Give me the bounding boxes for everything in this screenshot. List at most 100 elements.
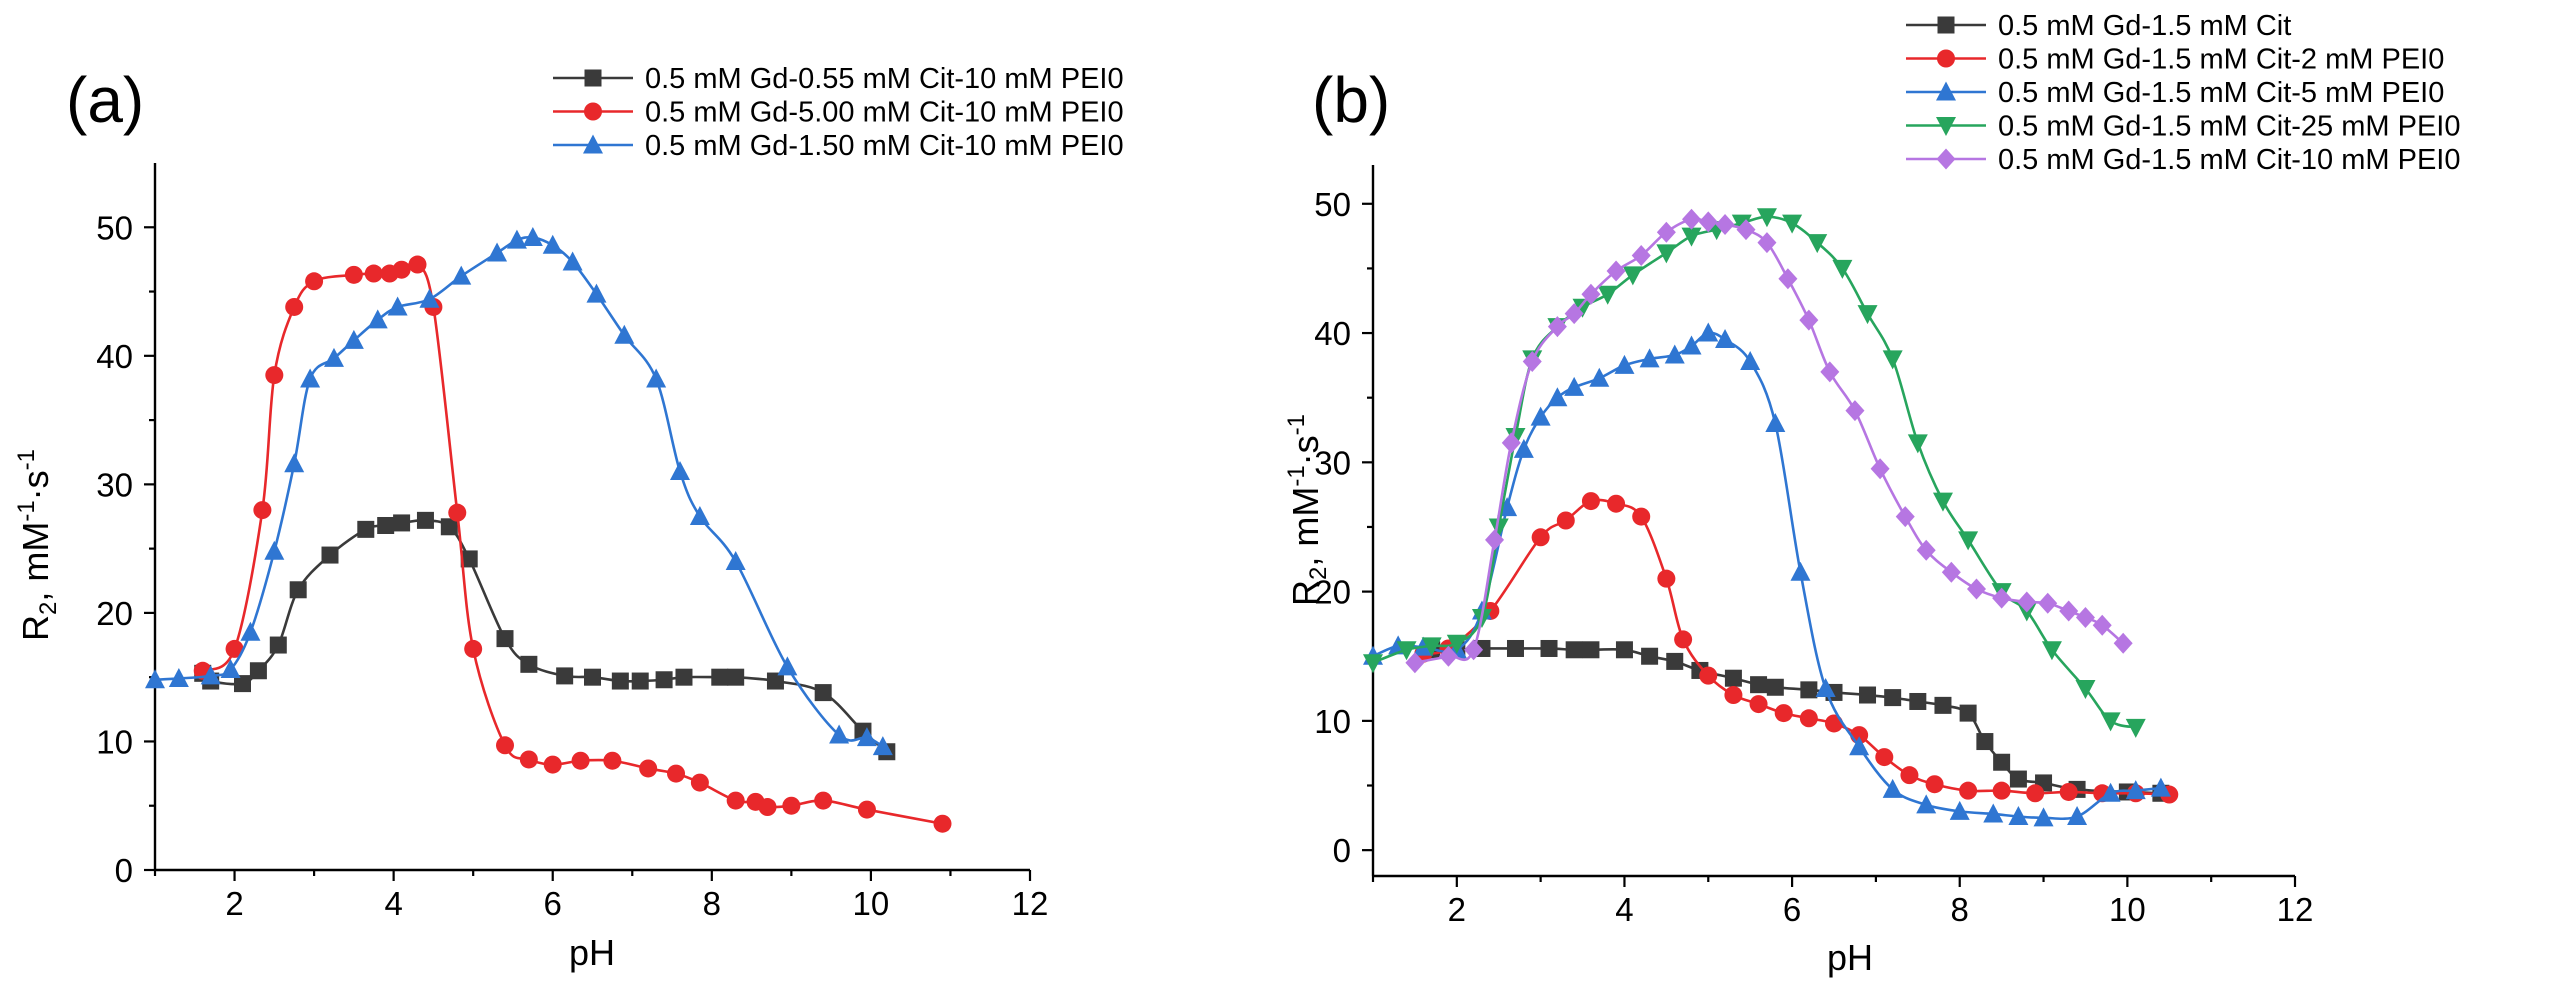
series-3 (1363, 322, 2171, 827)
data-point (1681, 227, 1702, 247)
y-label-unit: , mM (15, 522, 56, 602)
data-point (1724, 669, 1742, 687)
legend-marker (1936, 117, 1956, 136)
data-point (321, 546, 339, 564)
legend-label: 0.5 mM Gd-5.00 mM Cit-10 mM PEI0 (645, 97, 1124, 129)
legend-item: 0.5 mM Gd-1.5 mM Cit (1906, 10, 2291, 42)
data-point (1597, 285, 1618, 305)
x-tick-label: 8 (703, 885, 721, 922)
data-point (1540, 639, 1558, 657)
data-point (1632, 507, 1651, 526)
data-point (933, 814, 952, 833)
data-point (1799, 309, 1819, 331)
data-point (1631, 244, 1651, 266)
data-point (1778, 268, 1798, 290)
data-point (225, 639, 244, 658)
legend-label: 0.5 mM Gd-1.5 mM Cit-10 mM PEI0 (1998, 144, 2461, 176)
data-point (1884, 689, 1902, 707)
data-point (1820, 361, 1840, 383)
data-point (519, 750, 538, 769)
data-point (725, 550, 746, 570)
data-point (265, 366, 284, 385)
data-point (1774, 704, 1793, 723)
legend-label: 0.5 mM Gd-1.5 mM Cit (1998, 10, 2291, 42)
y-label-base: R (1285, 580, 1326, 606)
data-point (727, 668, 745, 686)
x-tick-label: 4 (384, 885, 402, 922)
series-4 (1363, 208, 2146, 738)
y-label-sup2: -1 (1283, 414, 1310, 435)
data-point (344, 265, 363, 284)
data-point (1674, 630, 1693, 649)
data-point (367, 309, 388, 329)
panel-a-y-ticks: 0 10 20 30 40 50 (96, 209, 155, 889)
data-point (1765, 413, 1786, 433)
data-point (1699, 666, 1718, 685)
data-point (766, 672, 784, 690)
data-point (631, 672, 649, 690)
data-point (711, 668, 729, 686)
data-point (1488, 518, 1509, 538)
data-point (1857, 305, 1878, 325)
data-point (670, 461, 690, 481)
y-tick-label: 40 (96, 338, 133, 375)
data-point (1895, 506, 1915, 528)
data-point (1698, 322, 1719, 342)
data-point (689, 506, 710, 525)
y-label-mid: ·s (1285, 435, 1326, 465)
data-point (460, 550, 478, 568)
legend-label: 0.5 mM Gd-1.5 mM Cit-25 mM PEI0 (1998, 111, 2461, 143)
data-point (690, 773, 709, 792)
data-point (2017, 591, 2037, 613)
data-point (1907, 434, 1928, 454)
panel-a-y-axis-label: R2, mM-1·s-1 (13, 449, 62, 641)
data-point (2026, 784, 2045, 803)
data-point (1790, 561, 1811, 581)
data-point (1859, 686, 1877, 704)
data-point (655, 671, 673, 689)
legend-label: 0.5 mM Gd-1.5 mM Cit-5 mM PEI0 (1998, 77, 2444, 109)
data-point (872, 736, 893, 756)
data-point (1882, 350, 1903, 370)
y-tick-label: 20 (1314, 574, 1351, 611)
series-2 (193, 255, 952, 833)
data-point (1664, 344, 1685, 364)
data-point (145, 669, 165, 689)
data-point (253, 501, 272, 520)
panel-b-legend: 0.5 mM Gd-1.5 mM Cit 0.5 mM Gd-1.5 mM Cit… (1906, 10, 2461, 176)
data-point (1932, 492, 1953, 512)
y-tick-label: 0 (1333, 832, 1351, 869)
x-tick-label: 10 (2109, 891, 2146, 928)
data-point (285, 297, 304, 316)
legend-item: 0.5 mM Gd-1.50 mM Cit-10 mM PEI0 (553, 130, 1124, 162)
y-label-sup1: -1 (13, 500, 40, 521)
data-point (614, 324, 635, 344)
y-tick-label: 50 (1314, 186, 1351, 223)
data-point (249, 662, 267, 680)
series-1 (1423, 639, 2170, 802)
data-point (487, 242, 508, 262)
data-point (2100, 782, 2121, 802)
data-point (220, 658, 241, 678)
series-5 (1405, 208, 2133, 674)
data-point (1656, 221, 1676, 243)
data-point (1934, 696, 1952, 714)
panel-a-x-axis-label: pH (569, 932, 615, 973)
y-label-base: R (15, 615, 56, 641)
data-point (1421, 637, 1442, 657)
legend-label: 0.5 mM Gd-1.50 mM Cit-10 mM PEI0 (645, 130, 1124, 162)
panel-b-y-ticks: 0 10 20 30 40 50 (1314, 186, 1373, 869)
data-point (667, 764, 686, 783)
data-point (2075, 606, 2095, 628)
data-point (1681, 335, 1702, 355)
panel-b-x-axis-label: pH (1827, 937, 1873, 978)
legend-item: 0.5 mM Gd-0.55 mM Cit-10 mM PEI0 (553, 63, 1124, 95)
panel-b-label: (b) (1312, 64, 1390, 136)
x-tick-label: 2 (225, 885, 243, 922)
series-line (1414, 217, 2125, 664)
data-point (289, 581, 307, 599)
data-point (782, 796, 801, 815)
data-point (2125, 718, 2146, 738)
data-point (1513, 438, 1534, 458)
